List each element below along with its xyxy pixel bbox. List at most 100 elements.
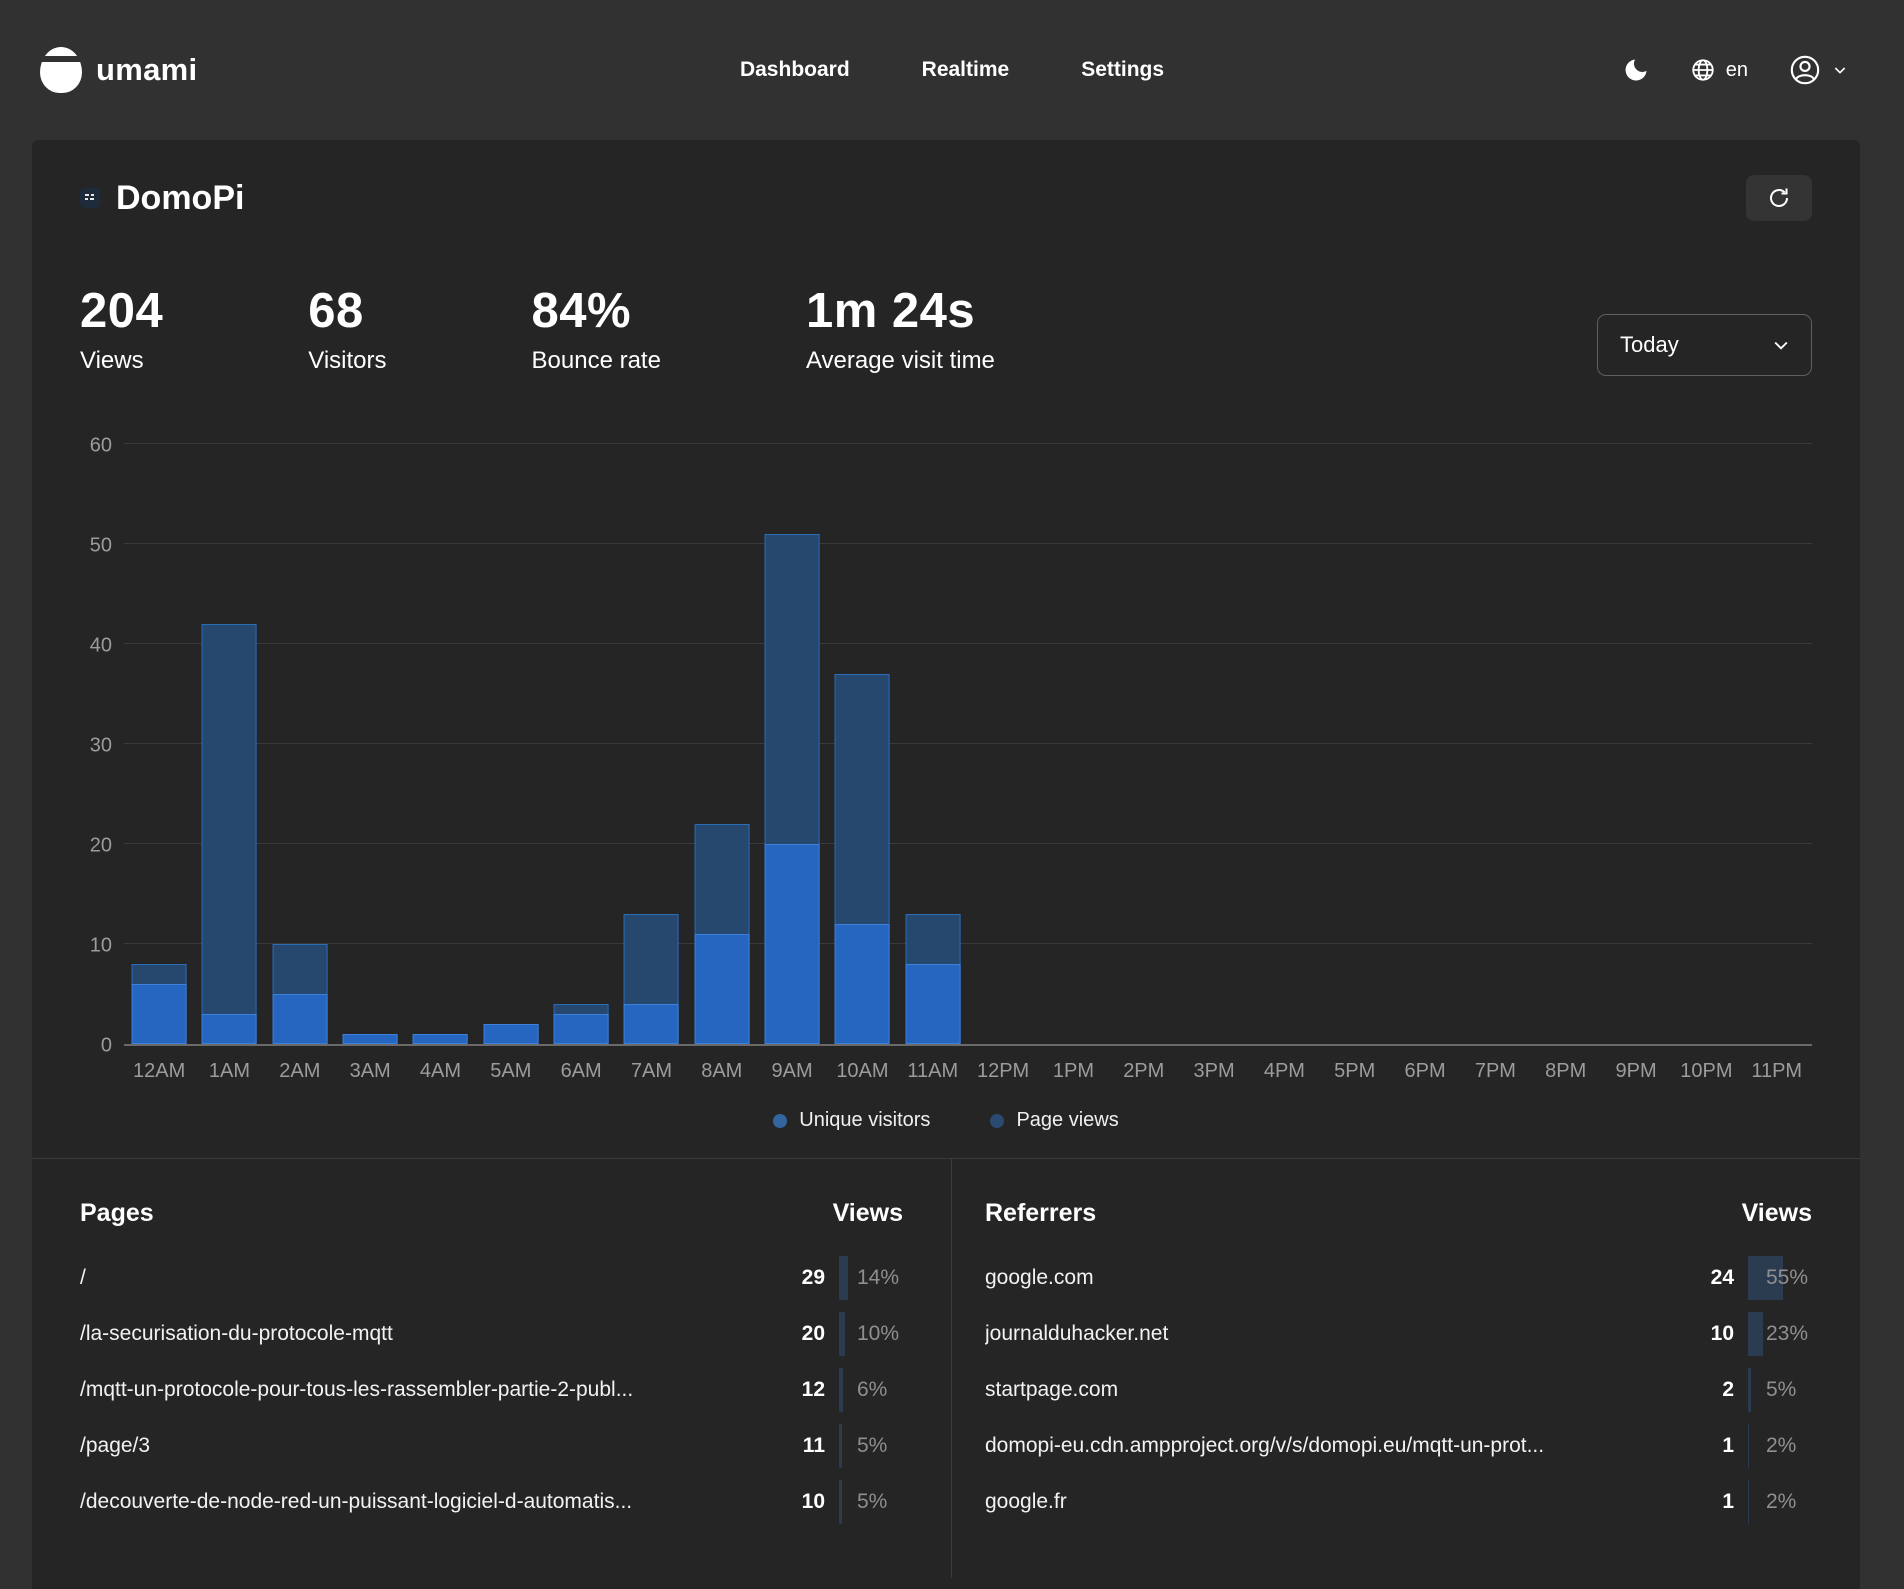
page-views-value: 12 [801,1378,825,1401]
metric-label: Bounce rate [531,347,661,375]
page-name-link[interactable]: /decouverte-de-node-red-un-puissant-logi… [80,1490,633,1513]
bar-slot-8am [687,446,757,1044]
percent-label: 10% [857,1322,900,1345]
page-views-value: 11 [802,1434,825,1457]
page-name-link[interactable]: / [80,1266,86,1289]
bar-slot-11am [898,446,968,1044]
bar-slot-7am [616,446,686,1044]
website-header: DomoPi [80,140,1812,226]
page-name-link[interactable]: /la-securisation-du-protocole-mqtt [80,1322,393,1345]
bar-slot-6am [546,446,616,1044]
x-tick-label: 5AM [490,1060,532,1082]
percent-bar [839,1368,843,1412]
bar-slot-2pm [1109,446,1179,1044]
percent-label: 14% [857,1266,900,1289]
unique-visitors-bar [202,1014,257,1044]
bar-slot-9am [757,446,827,1044]
referrer-row: startpage.com 2 5% [985,1362,1812,1418]
referrers-table: Referrers Views google.com 24 55% journaldu… [951,1159,1860,1578]
bar-slot-9pm [1601,446,1671,1044]
y-tick-label: 10 [89,934,112,957]
website-name: DomoPi [116,178,245,217]
referrer-percent-cell: 5% [1748,1368,1812,1412]
referrer-name-link[interactable]: google.com [985,1266,1094,1289]
metric-value: 68 [308,284,364,338]
umami-brand[interactable]: umami [37,47,197,93]
referrer-name-link[interactable]: journalduhacker.net [985,1322,1169,1345]
theme-toggle-button[interactable] [1622,56,1650,84]
x-tick-label: 8PM [1545,1060,1587,1082]
x-tick-label: 1PM [1052,1060,1094,1082]
page-percent-cell: 5% [839,1480,903,1524]
nav-item-settings[interactable]: Settings [1081,58,1165,81]
percent-bar [839,1424,843,1468]
y-tick-label: 30 [89,734,112,757]
referrer-name-link[interactable]: domopi-eu.cdn.ampproject.org/v/s/domopi.… [985,1434,1545,1457]
site-favicon-icon [80,188,100,208]
globe-icon [1690,57,1716,83]
x-tick-label: 12AM [133,1060,186,1082]
gridline [124,643,1812,644]
refresh-button[interactable] [1746,175,1812,221]
dashboard-panel: DomoPi 204 Views 68 Visitors 84% Bounce rate 1… [32,140,1860,1589]
metric-visitors: 68 Visitors [308,284,387,375]
y-tick-label: 60 [89,434,112,457]
gridline [124,743,1812,744]
page-percent-cell: 14% [839,1256,903,1300]
tables-section: Pages Views / 29 14% /la-securisation-du-pr… [32,1158,1860,1578]
profile-menu-button[interactable] [1788,53,1848,87]
moon-icon [1622,56,1650,84]
nav-item-dashboard[interactable]: Dashboard [739,58,850,81]
metric-bounce-rate: 84% Bounce rate [531,285,661,375]
refresh-icon [1767,186,1791,210]
legend-dot-icon [990,1113,1005,1128]
bar-slot-4am [405,446,475,1044]
nav-item-realtime[interactable]: Realtime [921,58,1010,81]
referrer-views-value: 2 [1722,1378,1734,1401]
referrer-name-link[interactable]: startpage.com [985,1378,1119,1401]
page-views-value: 10 [801,1490,825,1513]
referrer-views-value: 10 [1710,1322,1734,1345]
percent-label: 6% [857,1378,888,1401]
user-icon [1788,53,1822,87]
legend-item-page-views[interactable]: Page views [990,1109,1119,1132]
chart-x-axis: 12AM 1AM 2AM 3AM 4AM 5AM 6AM 7AM 8AM 9AM 10AM 11AM 1… [124,1046,1812,1083]
page-percent-cell: 10% [839,1312,903,1356]
chevron-down-icon [1771,335,1791,355]
metric-label: Visitors [308,347,387,375]
language-button[interactable]: en [1690,57,1748,83]
legend-label: Page views [1016,1109,1119,1131]
date-range-select[interactable]: Today [1597,314,1812,376]
bar-slot-12pm [968,446,1038,1044]
page-row: /decouverte-de-node-red-un-puissant-logi… [80,1474,903,1530]
metric-value: 1m 24s [805,284,976,338]
chart-y-axis: 0 10 20 30 40 50 60 [80,435,124,1057]
bar-slot-11pm [1742,446,1812,1044]
bar-slot-3pm [1179,446,1249,1044]
x-tick-label: 3AM [349,1060,391,1082]
page-name-link[interactable]: /mqtt-un-protocole-pour-tous-les-rassemb… [80,1378,634,1401]
referrer-views-value: 1 [1722,1434,1734,1457]
legend-item-unique-visitors[interactable]: Unique visitors [773,1109,930,1132]
page-name-link[interactable]: /page/3 [80,1434,151,1457]
page-views-bar [202,624,257,1044]
x-tick-label: 4AM [419,1060,462,1082]
bar-slot-8pm [1531,446,1601,1044]
page-row: /la-securisation-du-protocole-mqtt 20 10% [80,1306,903,1362]
referrer-views-value: 1 [1722,1490,1734,1513]
x-tick-label: 6PM [1404,1060,1446,1082]
percent-bar [1748,1368,1752,1412]
x-tick-label: 7AM [630,1060,673,1082]
percent-label: 55% [1766,1266,1809,1289]
metric-value: 204 [80,284,164,338]
percent-label: 5% [857,1490,888,1513]
top-bar: umami Dashboard Realtime Settings en [0,0,1904,140]
referrer-row: google.fr 1 2% [985,1474,1812,1530]
metrics: 204 Views 68 Visitors 84% Bounce rate 1m 24s Av… [80,284,995,375]
x-tick-label: 10AM [836,1060,889,1082]
main-nav: Dashboard Realtime Settings [740,58,1164,82]
referrer-views-value: 24 [1710,1266,1734,1289]
x-tick-label: 7PM [1474,1060,1516,1082]
referrer-name-link[interactable]: google.fr [985,1490,1067,1513]
page-row: /page/3 11 5% [80,1418,903,1474]
